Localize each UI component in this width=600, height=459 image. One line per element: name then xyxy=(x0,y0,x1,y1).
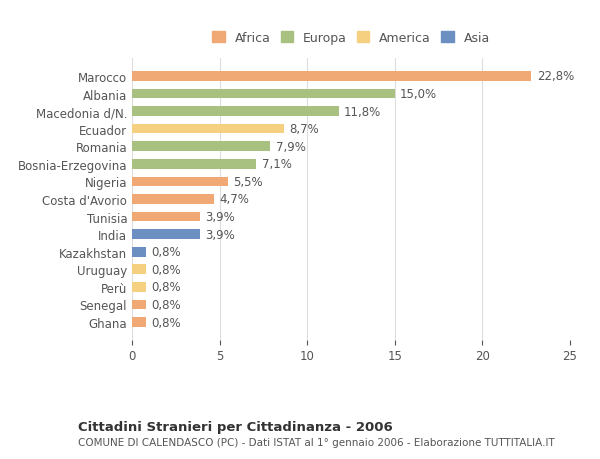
Text: 0,8%: 0,8% xyxy=(151,281,181,294)
Text: 0,8%: 0,8% xyxy=(151,316,181,329)
Bar xyxy=(132,107,339,117)
Bar xyxy=(132,177,229,187)
Text: 3,9%: 3,9% xyxy=(206,211,235,224)
Text: 8,7%: 8,7% xyxy=(290,123,319,136)
Text: 0,8%: 0,8% xyxy=(151,298,181,311)
Text: 0,8%: 0,8% xyxy=(151,246,181,258)
Text: 4,7%: 4,7% xyxy=(220,193,250,206)
Bar xyxy=(132,195,214,204)
Bar xyxy=(132,300,146,309)
Bar xyxy=(132,142,271,152)
Bar xyxy=(132,265,146,274)
Bar xyxy=(132,318,146,327)
Bar xyxy=(132,282,146,292)
Text: 15,0%: 15,0% xyxy=(400,88,437,101)
Text: 11,8%: 11,8% xyxy=(344,106,381,118)
Text: 7,1%: 7,1% xyxy=(262,158,292,171)
Bar xyxy=(132,90,395,99)
Text: 5,5%: 5,5% xyxy=(233,175,263,189)
Text: 0,8%: 0,8% xyxy=(151,263,181,276)
Bar xyxy=(132,160,256,169)
Text: Cittadini Stranieri per Cittadinanza - 2006: Cittadini Stranieri per Cittadinanza - 2… xyxy=(78,420,393,433)
Bar xyxy=(132,212,200,222)
Bar xyxy=(132,124,284,134)
Text: COMUNE DI CALENDASCO (PC) - Dati ISTAT al 1° gennaio 2006 - Elaborazione TUTTITA: COMUNE DI CALENDASCO (PC) - Dati ISTAT a… xyxy=(78,437,555,447)
Bar xyxy=(132,247,146,257)
Text: 3,9%: 3,9% xyxy=(206,228,235,241)
Bar xyxy=(132,230,200,240)
Text: 22,8%: 22,8% xyxy=(537,70,574,83)
Text: 7,9%: 7,9% xyxy=(275,140,305,153)
Bar xyxy=(132,72,532,82)
Legend: Africa, Europa, America, Asia: Africa, Europa, America, Asia xyxy=(209,29,493,47)
